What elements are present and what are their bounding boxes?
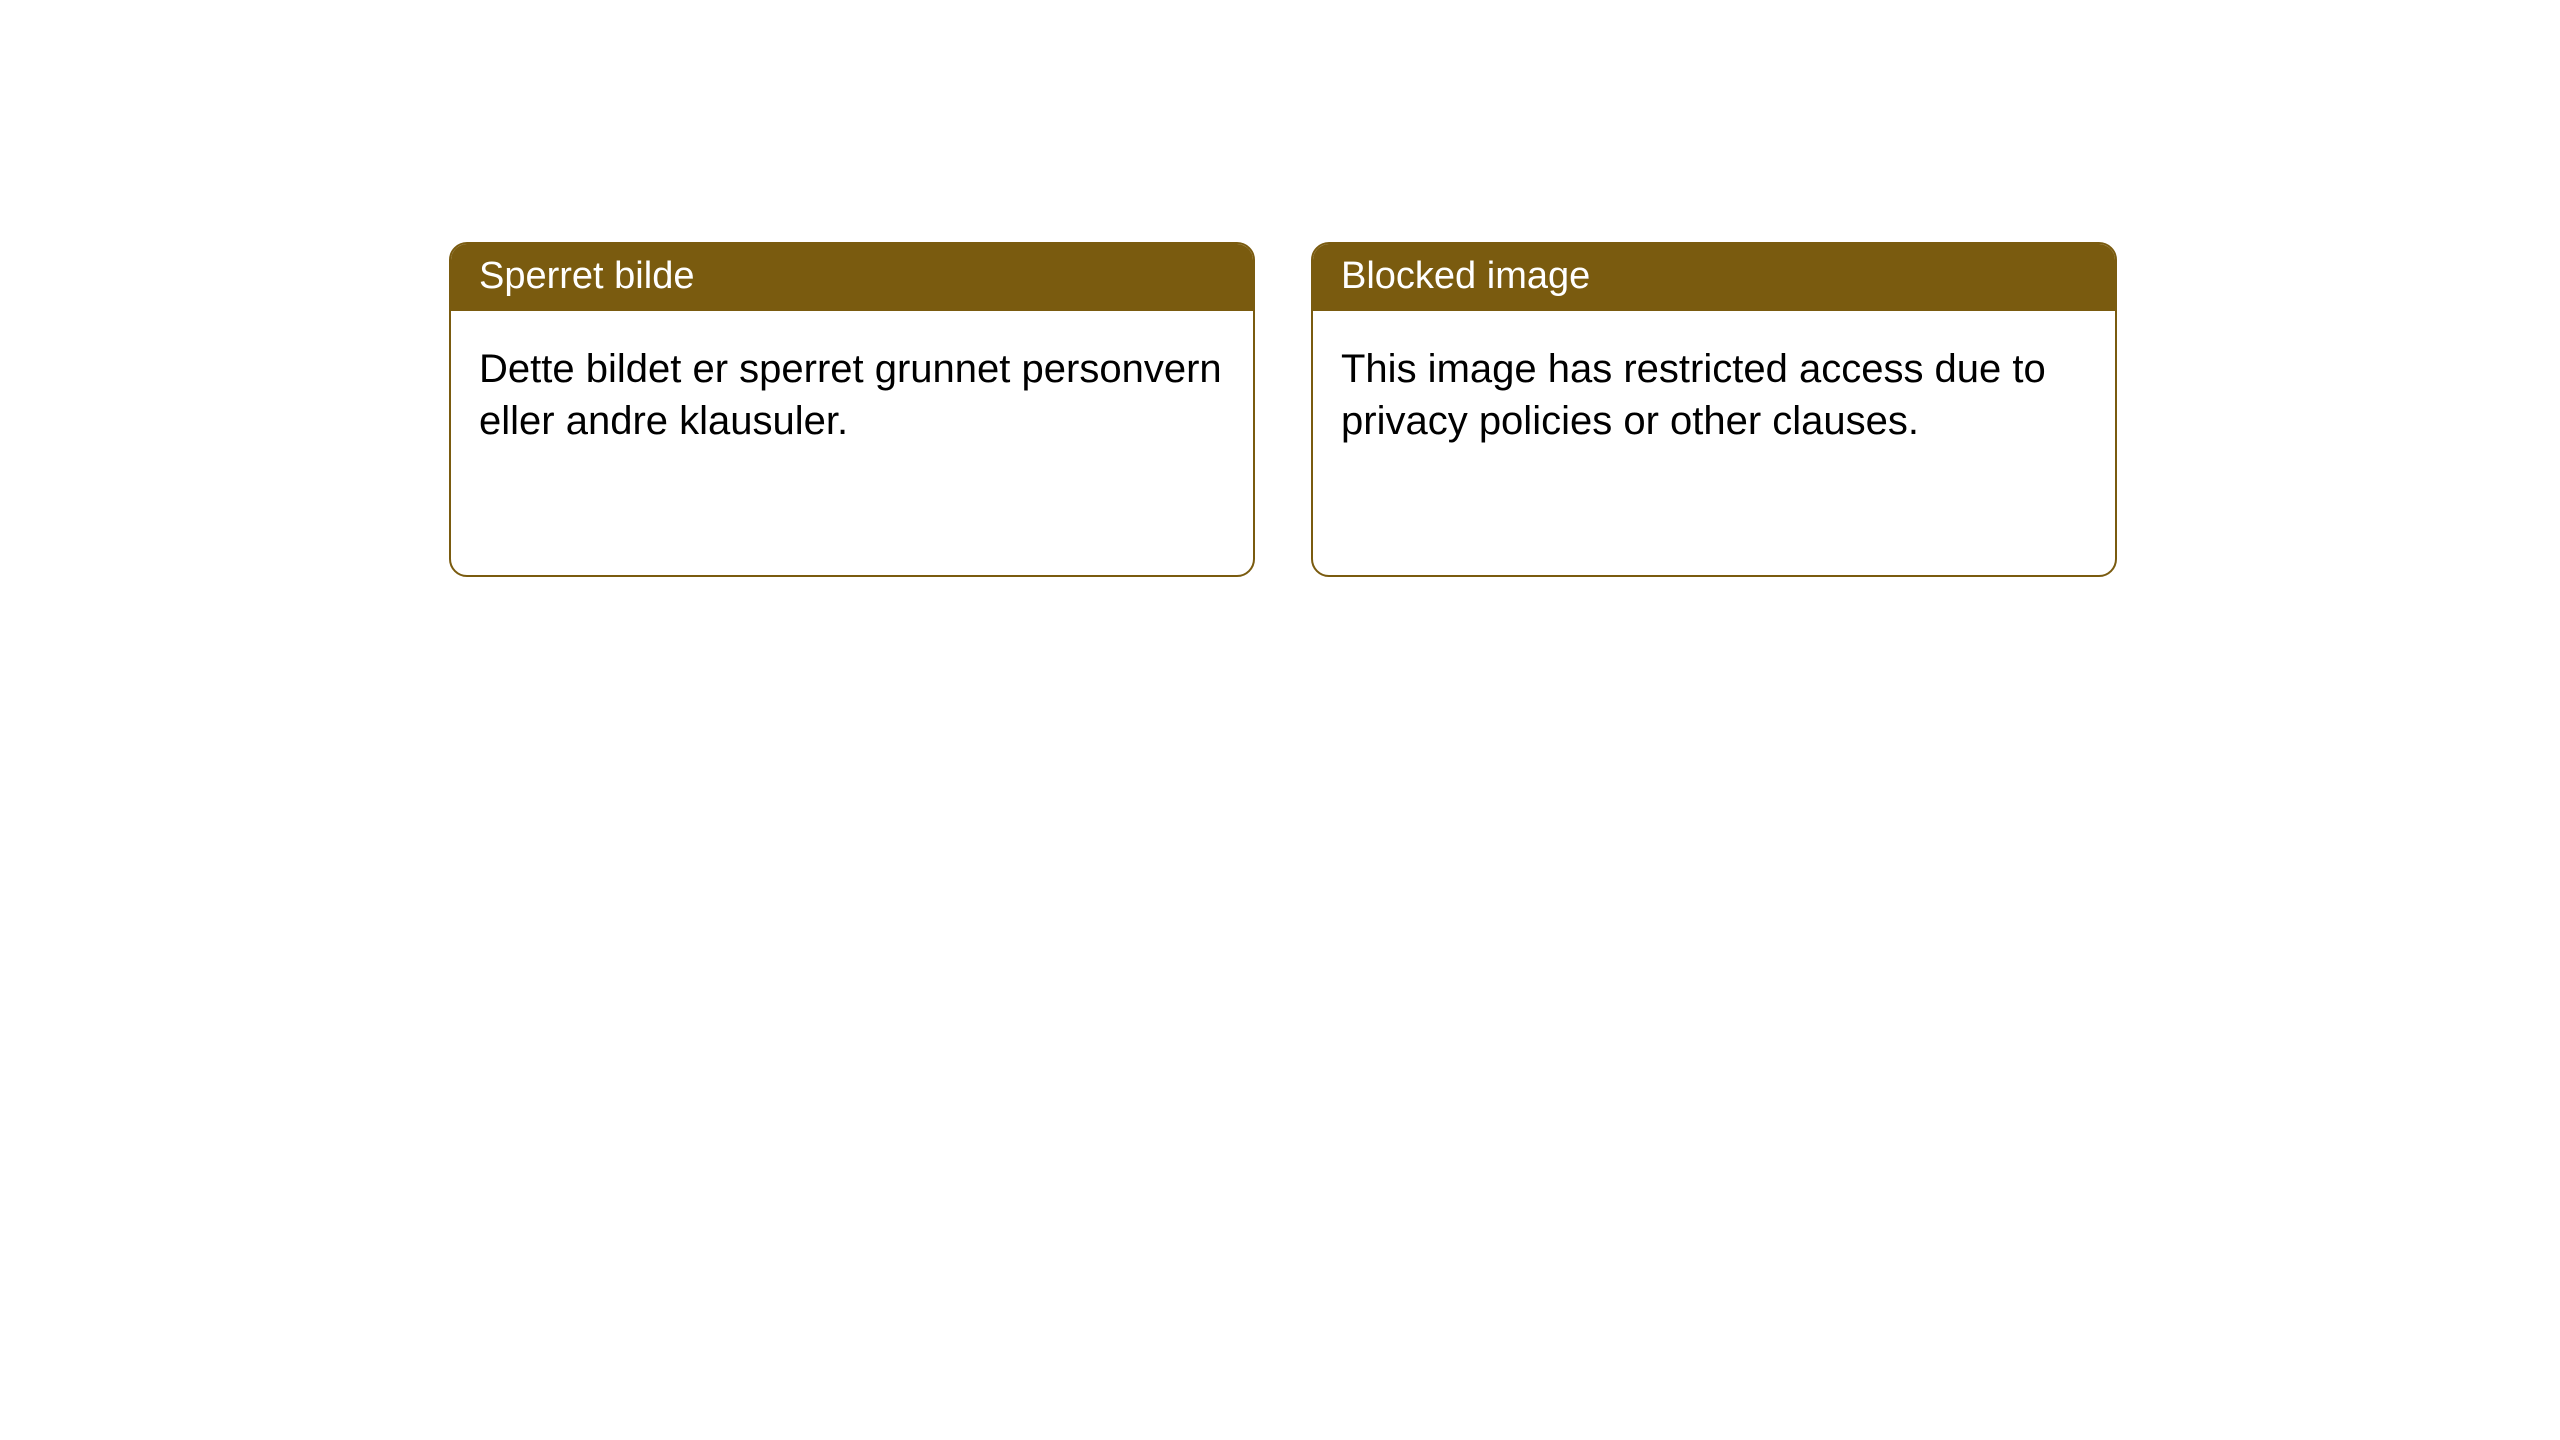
notice-cards-container: Sperret bilde Dette bildet er sperret gr… [449,242,2117,577]
notice-card-title: Sperret bilde [451,244,1253,311]
notice-card-body: Dette bildet er sperret grunnet personve… [451,311,1253,475]
notice-card-body: This image has restricted access due to … [1313,311,2115,475]
notice-card-norwegian: Sperret bilde Dette bildet er sperret gr… [449,242,1255,577]
notice-card-title: Blocked image [1313,244,2115,311]
notice-card-english: Blocked image This image has restricted … [1311,242,2117,577]
